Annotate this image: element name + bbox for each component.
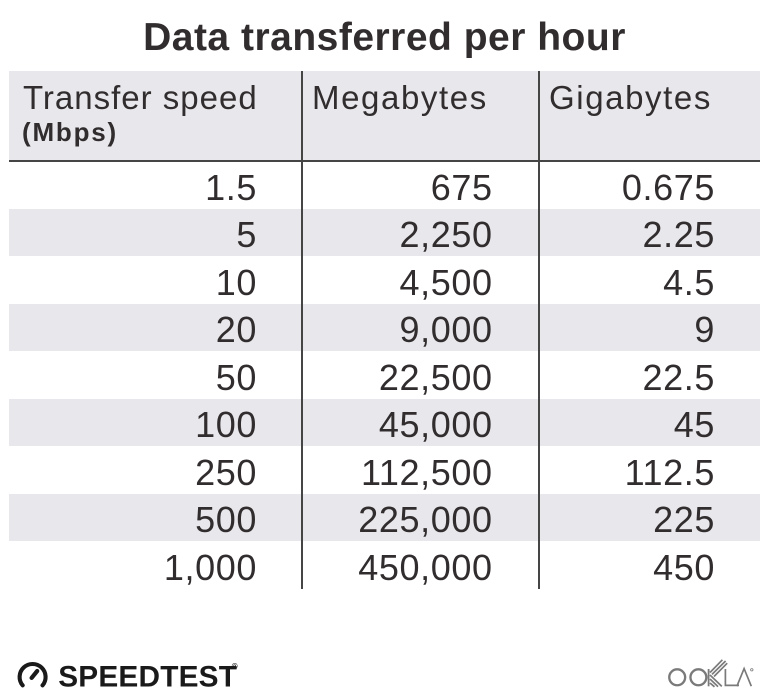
svg-text:SPEEDTEST: SPEEDTEST <box>58 660 237 693</box>
svg-text:®: ® <box>232 662 238 671</box>
